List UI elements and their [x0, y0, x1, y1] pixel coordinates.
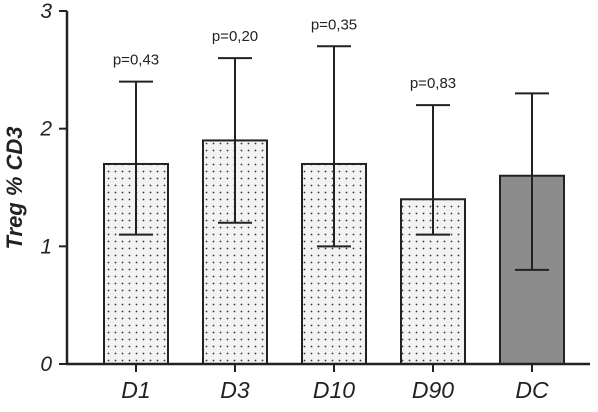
x-tick-label-d1: D1 — [121, 377, 150, 403]
axes-layer — [59, 10, 590, 372]
bar-d90 — [400, 198, 466, 365]
y-tick-label-2: 2 — [39, 118, 52, 141]
p-value-label-d1: p=0,43 — [113, 52, 159, 69]
error-bars-layer — [119, 45, 549, 271]
x-tick-label-d3: D3 — [220, 377, 250, 403]
p-value-label-d90: p=0,83 — [410, 75, 456, 92]
p-value-label-d3: p=0,20 — [212, 28, 258, 45]
p-value-label-d10: p=0,35 — [311, 16, 357, 33]
y-tick-label-1: 1 — [40, 235, 52, 258]
x-tick-label-dc: DC — [515, 377, 549, 403]
y-tick-label-0: 0 — [40, 353, 52, 376]
y-axis-title: Treg % CD3 — [2, 126, 27, 249]
labels-layer: D1 p=0,43 D3 p=0,20 D10 p=0,35 D90 p=0,83 DC 0 1 2 3 — [39, 0, 549, 403]
x-tick-label-d90: D90 — [412, 377, 454, 403]
x-tick-label-d10: D10 — [313, 377, 355, 403]
y-tick-label-3: 3 — [40, 0, 52, 23]
